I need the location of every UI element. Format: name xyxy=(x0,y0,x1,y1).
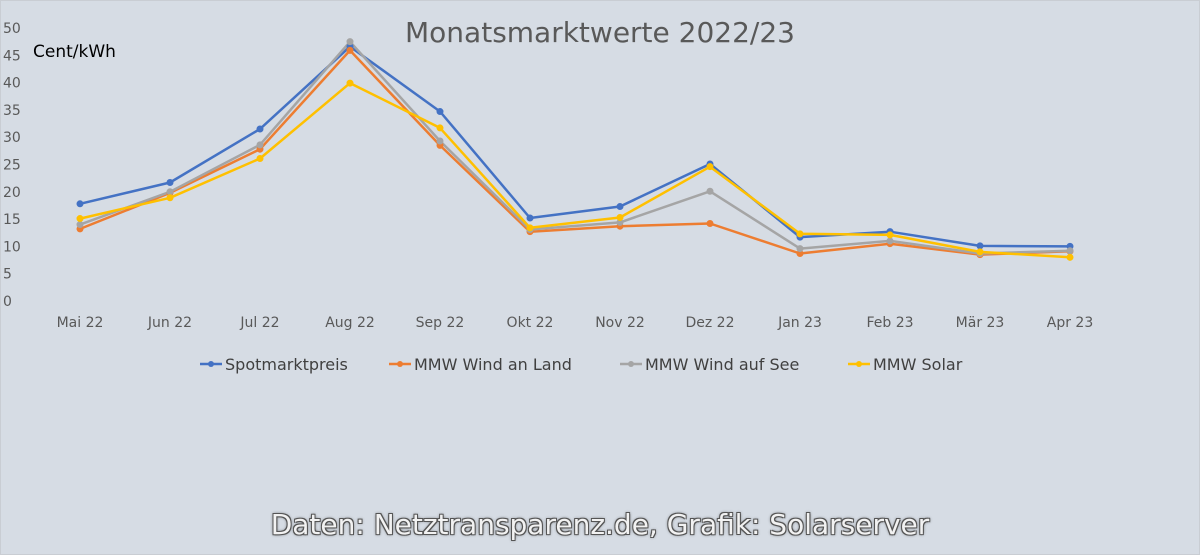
legend-swatch-marker xyxy=(856,361,862,367)
x-tick-label: Mai 22 xyxy=(57,315,104,331)
legend[interactable]: Spotmarktpreis MMW Wind an Land MMW Wind a… xyxy=(200,355,963,374)
x-tick-label: Dez 22 xyxy=(685,315,734,331)
data-point xyxy=(166,179,174,187)
data-point xyxy=(886,231,894,239)
x-tick-label: Apr 23 xyxy=(1047,315,1093,331)
y-tick-label: 45 xyxy=(3,48,21,64)
legend-label: MMW Wind auf See xyxy=(645,355,799,374)
data-point xyxy=(76,215,84,223)
x-tick-label: Nov 22 xyxy=(595,315,645,331)
x-tick-label: Feb 23 xyxy=(866,315,913,331)
series-line xyxy=(79,49,1071,256)
legend-item[interactable]: Spotmarktpreis xyxy=(200,355,348,374)
y-tick-label: 5 xyxy=(3,267,12,283)
data-point xyxy=(1066,247,1074,255)
data-point xyxy=(436,108,444,116)
data-point xyxy=(76,200,84,208)
x-tick-label: Mär 23 xyxy=(956,315,1005,331)
data-point xyxy=(166,188,174,196)
data-point xyxy=(616,203,624,211)
data-point xyxy=(706,187,714,195)
data-source-credit: Daten: Netztransparenz.de, Grafik: Solar… xyxy=(270,508,930,541)
data-point xyxy=(976,242,984,250)
data-point xyxy=(706,163,714,171)
data-point xyxy=(166,194,174,202)
x-tick-label: Sep 22 xyxy=(416,315,465,331)
y-tick-label: 20 xyxy=(3,185,21,201)
data-point xyxy=(256,125,264,133)
series-line xyxy=(79,81,1071,259)
y-tick-label: 50 xyxy=(3,21,21,37)
data-point xyxy=(256,154,264,162)
y-tick-label: 25 xyxy=(3,158,21,174)
y-axis-ticks: 0 5 10 15 20 25 30 35 40 45 50 xyxy=(3,21,21,310)
x-tick-label: Jun 22 xyxy=(147,315,192,331)
x-tick-label: Okt 22 xyxy=(507,315,554,331)
y-tick-label: 35 xyxy=(3,103,21,119)
x-tick-label: Jan 23 xyxy=(777,315,822,331)
legend-swatch-marker xyxy=(397,361,403,367)
data-point xyxy=(436,124,444,132)
x-tick-label: Jul 22 xyxy=(239,315,279,331)
y-tick-label: 30 xyxy=(3,130,21,146)
x-tick-label: Aug 22 xyxy=(325,315,375,331)
y-tick-label: 15 xyxy=(3,212,21,228)
legend-label: Spotmarktpreis xyxy=(225,355,348,374)
data-point xyxy=(526,214,534,222)
legend-item[interactable]: MMW Wind auf See xyxy=(620,355,799,374)
legend-swatch-marker xyxy=(208,361,214,367)
y-tick-label: 0 xyxy=(3,294,12,310)
series-line xyxy=(79,45,1071,248)
data-point xyxy=(1066,253,1074,261)
series-line xyxy=(79,40,1071,255)
data-point xyxy=(256,141,264,149)
data-point xyxy=(346,46,354,54)
chart-title: Monatsmarktwerte 2022/23 xyxy=(405,16,795,49)
data-point xyxy=(886,237,894,245)
data-point xyxy=(706,219,714,227)
data-point xyxy=(436,137,444,145)
legend-label: MMW Solar xyxy=(873,355,963,374)
legend-swatch-marker xyxy=(628,361,634,367)
y-axis-unit-label: Cent/kWh xyxy=(33,42,116,62)
y-tick-label: 40 xyxy=(3,76,21,92)
data-point xyxy=(796,245,804,253)
series-points xyxy=(76,38,1074,261)
legend-label: MMW Wind an Land xyxy=(414,355,572,374)
data-point xyxy=(796,230,804,238)
series-lines xyxy=(79,40,1071,259)
data-point xyxy=(346,38,354,46)
data-point xyxy=(346,79,354,87)
x-axis-ticks: Mai 22 Jun 22 Jul 22 Aug 22 Sep 22 Okt 22 Nov … xyxy=(57,315,1094,331)
data-point xyxy=(976,248,984,256)
data-point xyxy=(616,213,624,221)
data-point xyxy=(76,221,84,229)
y-tick-label: 10 xyxy=(3,239,21,255)
legend-item[interactable]: MMW Wind an Land xyxy=(389,355,572,374)
data-point xyxy=(526,224,534,232)
legend-item[interactable]: MMW Solar xyxy=(848,355,963,374)
